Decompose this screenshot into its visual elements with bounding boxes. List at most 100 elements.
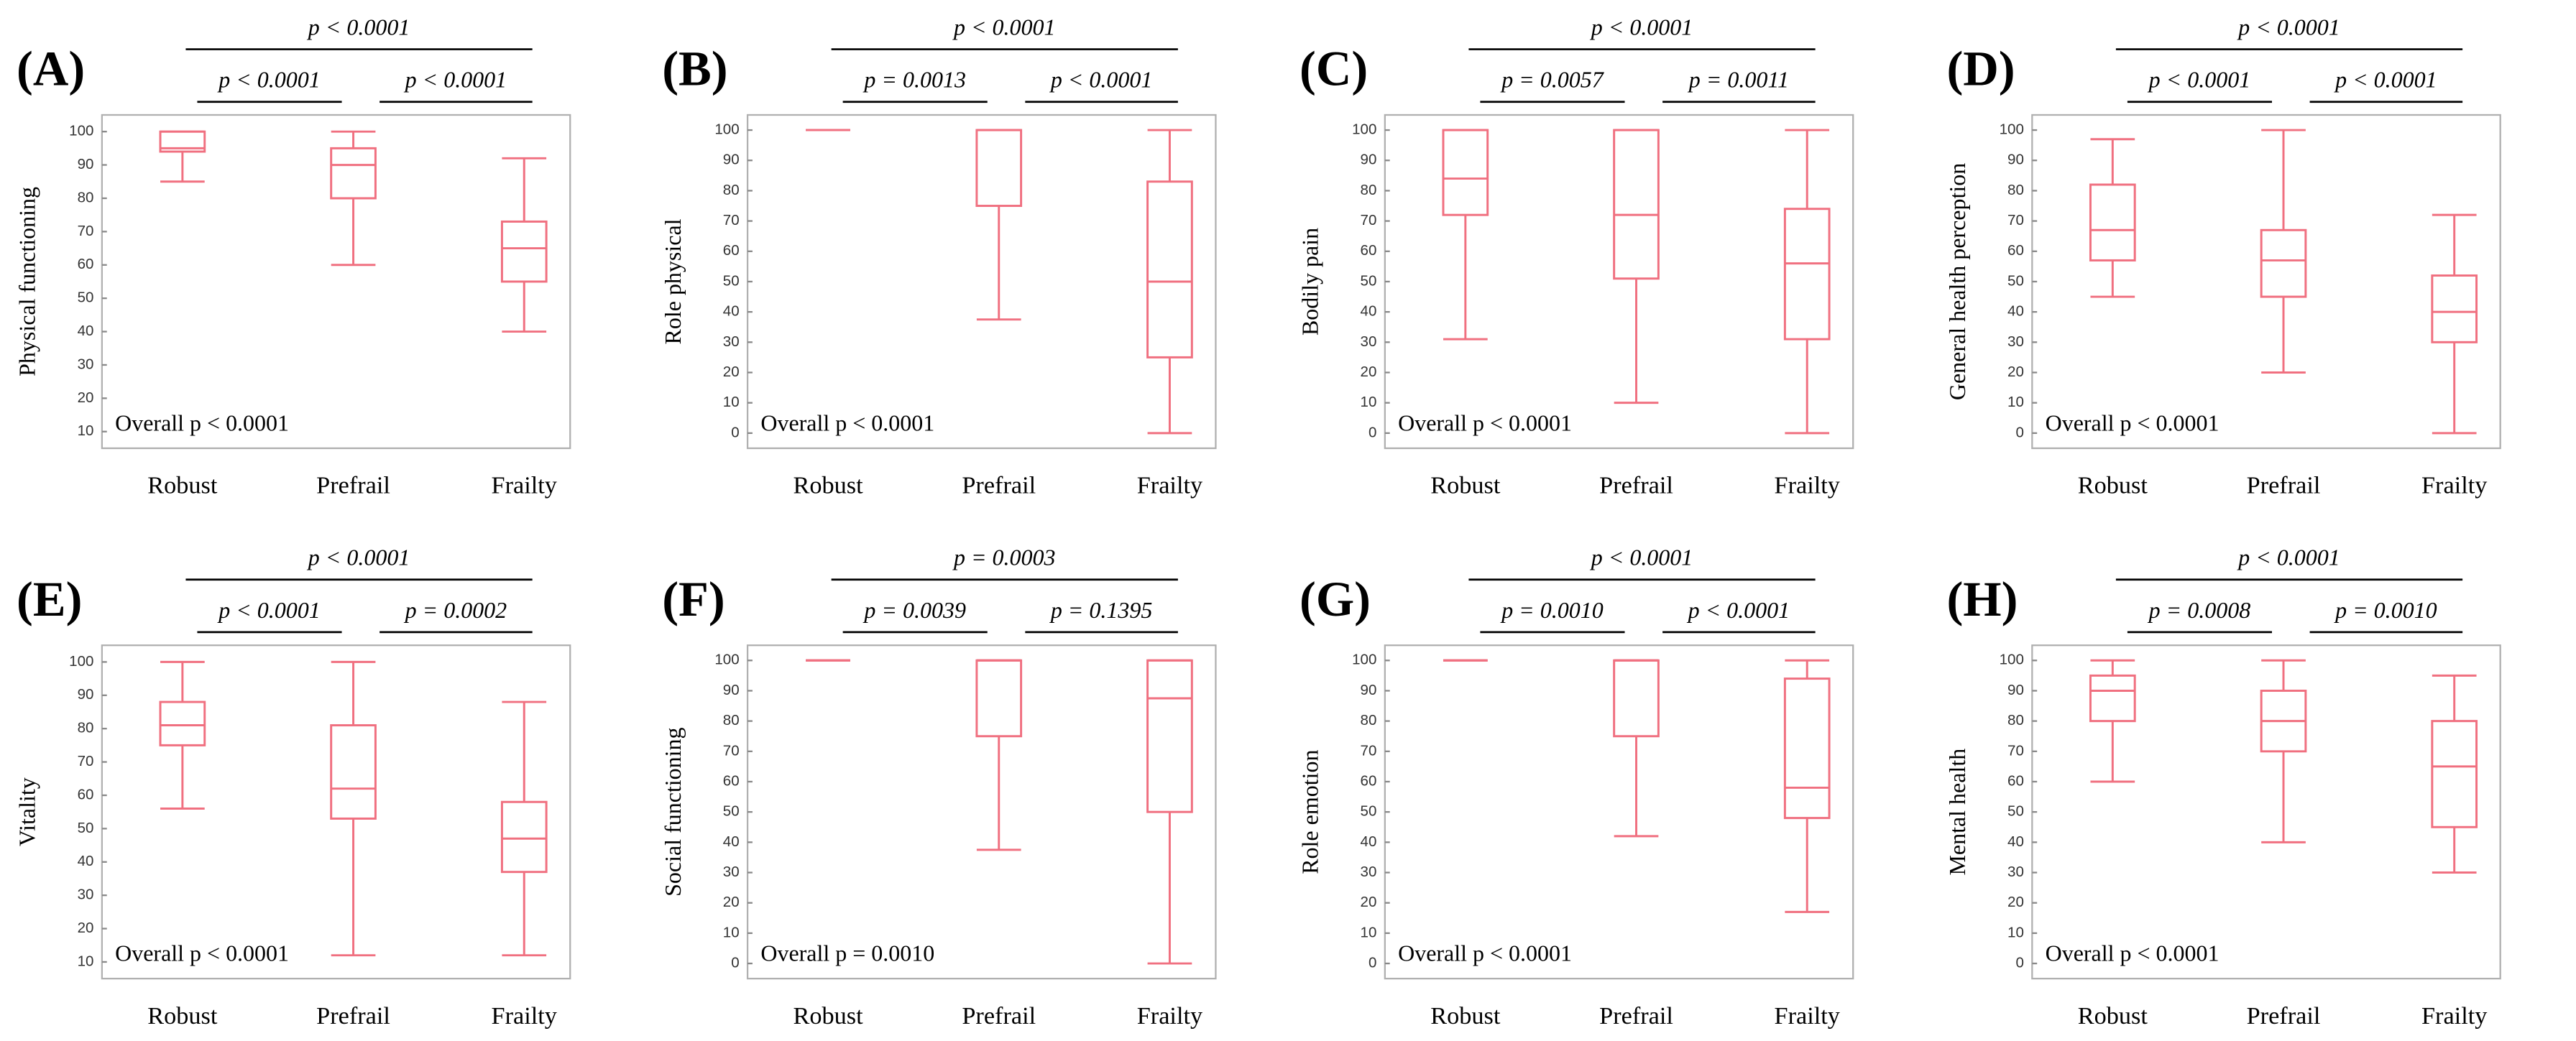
y-tick-label: 50 [78, 290, 94, 306]
y-tick-label: 70 [1361, 212, 1377, 228]
y-tick-label: 70 [2007, 742, 2024, 759]
y-tick-label: 10 [1361, 924, 1377, 940]
plot-frame [101, 644, 571, 980]
y-tick-label: 40 [78, 323, 94, 339]
y-tick-label: 80 [78, 189, 94, 205]
y-tick-label: 10 [723, 924, 740, 940]
y-tick-label: 50 [723, 803, 740, 820]
y-tick-label: 50 [1361, 803, 1377, 820]
y-axis-label: Physical functioning [14, 187, 40, 376]
y-axis-label: Mental health [1944, 749, 1970, 876]
y-tick-label: 70 [78, 223, 94, 239]
y-axis-label: Role physical [660, 218, 686, 344]
y-tick-label: 30 [2007, 333, 2024, 350]
comparison-p-value: p = 0.0057 [1500, 67, 1605, 93]
comparison-p-value: p = 0.0008 [2148, 597, 2251, 623]
y-tick-label: 20 [78, 920, 94, 936]
overall-p-value: Overall p < 0.0001 [760, 410, 934, 435]
comparison-p-value: p = 0.0003 [952, 545, 1056, 570]
comparison-p-value: p < 0.0001 [1049, 67, 1153, 93]
y-tick-label: 70 [1361, 742, 1377, 759]
y-tick-label: 20 [723, 894, 740, 910]
y-tick-label: 40 [2007, 833, 2024, 850]
box [330, 724, 377, 820]
overall-p-value: Overall p < 0.0001 [115, 410, 289, 435]
comparison-p-value: p < 0.0001 [952, 14, 1056, 40]
y-axis-label: General health perception [1944, 163, 1970, 400]
y-tick-label: 30 [1361, 864, 1377, 880]
y-tick-label: 10 [2007, 924, 2024, 940]
box [975, 659, 1023, 738]
y-tick-label: 80 [723, 712, 740, 728]
x-tick-label: Frailty [2421, 472, 2487, 499]
comparison-p-value: p < 0.0001 [1687, 597, 1790, 623]
y-tick-label: 40 [723, 303, 740, 320]
y-tick-label: 60 [78, 256, 94, 272]
overall-p-value: Overall p < 0.0001 [115, 940, 289, 966]
panel-label: (G) [1300, 572, 1371, 626]
y-tick-label: 70 [78, 753, 94, 769]
plot-frame [1384, 644, 1854, 980]
comparison-p-value: p < 0.0001 [217, 67, 321, 93]
y-tick-label: 60 [723, 772, 740, 789]
box [2431, 720, 2478, 828]
y-tick-label: 30 [1361, 333, 1377, 350]
x-tick-label: Robust [1430, 1002, 1501, 1030]
y-tick-label: 90 [1361, 152, 1377, 168]
y-tick-label: 60 [2007, 772, 2024, 789]
y-tick-label: 70 [723, 742, 740, 759]
box [1442, 129, 1489, 216]
comparison-p-value: p < 0.0001 [2237, 14, 2340, 40]
box [1613, 129, 1660, 280]
y-tick-label: 40 [2007, 303, 2024, 320]
y-tick-label: 90 [2007, 682, 2024, 698]
y-tick-label: 80 [723, 182, 740, 198]
y-tick-label: 40 [723, 833, 740, 850]
y-tick-label: 0 [2015, 424, 2023, 440]
y-tick-label: 20 [1361, 894, 1377, 910]
panel-label: (D) [1946, 42, 2015, 96]
box [1783, 677, 1831, 820]
panel-label: (C) [1300, 42, 1368, 96]
y-tick-label: 90 [78, 156, 94, 172]
y-axis-label: Role emotion [1297, 750, 1323, 874]
box [1146, 180, 1193, 358]
y-tick-label: 100 [714, 652, 739, 668]
comparison-p-value: p < 0.0001 [217, 597, 321, 623]
box [2089, 183, 2136, 262]
y-tick-label: 10 [2007, 394, 2024, 410]
x-tick-label: Frailty [492, 472, 557, 499]
plot-frame [1384, 114, 1854, 450]
panel-label: (A) [17, 42, 85, 96]
x-tick-label: Robust [2078, 472, 2148, 499]
y-tick-label: 80 [2007, 182, 2024, 198]
y-axis-label: Vitality [14, 777, 40, 846]
y-tick-label: 20 [2007, 894, 2024, 910]
y-tick-label: 30 [78, 356, 94, 372]
y-tick-label: 90 [2007, 152, 2024, 168]
y-tick-label: 50 [78, 820, 94, 836]
y-axis-label: Bodily pain [1297, 228, 1323, 336]
x-tick-label: Frailty [492, 1002, 557, 1030]
x-tick-label: Frailty [1775, 472, 1840, 499]
y-tick-label: 100 [1352, 652, 1376, 668]
y-tick-label: 100 [2000, 121, 2024, 138]
comparison-p-value: p = 0.0010 [2334, 597, 2437, 623]
x-tick-label: Robust [1430, 472, 1501, 499]
comparison-p-value: p < 0.0001 [307, 14, 410, 40]
x-tick-label: Robust [794, 1002, 864, 1030]
y-tick-label: 40 [1361, 833, 1377, 850]
y-tick-label: 0 [731, 955, 739, 971]
box [330, 147, 377, 200]
x-tick-label: Prefrail [316, 1002, 390, 1030]
y-tick-label: 60 [723, 242, 740, 259]
plot-frame [2031, 644, 2501, 980]
panel-label: (F) [662, 572, 725, 626]
comparison-p-value: p = 0.0039 [862, 597, 966, 623]
plot-frame [746, 644, 1217, 980]
y-tick-label: 30 [723, 864, 740, 880]
y-tick-label: 80 [1361, 182, 1377, 198]
comparison-p-value: p = 0.0013 [862, 67, 966, 93]
plot-frame [101, 114, 571, 450]
